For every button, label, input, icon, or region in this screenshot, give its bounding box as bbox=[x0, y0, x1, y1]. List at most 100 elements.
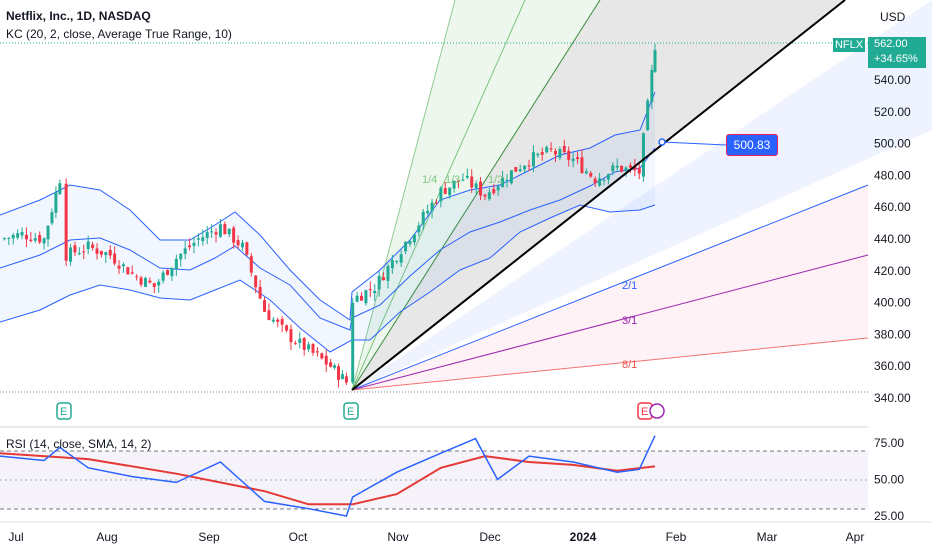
candle-body bbox=[311, 344, 315, 353]
last-price-value: 562.00 bbox=[874, 38, 908, 50]
candle-body bbox=[161, 272, 165, 281]
candle-body bbox=[641, 133, 645, 177]
gann-fan-upper-fill bbox=[352, 0, 932, 390]
candle-body bbox=[280, 319, 284, 325]
price-tick-label: 520.00 bbox=[874, 105, 911, 119]
earnings-marker-oct[interactable] bbox=[343, 402, 359, 420]
candle-body bbox=[91, 244, 95, 248]
candle-body bbox=[514, 167, 518, 172]
candle-body bbox=[470, 176, 474, 188]
time-tick-label: Oct bbox=[289, 530, 308, 544]
candle-body bbox=[7, 237, 11, 239]
candle-body bbox=[589, 172, 593, 177]
candle-body bbox=[465, 175, 469, 178]
candle-body bbox=[377, 275, 381, 290]
candle-body bbox=[307, 344, 311, 350]
candle-body bbox=[479, 181, 483, 196]
price-axis[interactable]: 340.00 360.00 380.00 400.00 420.00 440.00 460.… bbox=[874, 73, 911, 405]
price-tick-label: 480.00 bbox=[874, 168, 911, 182]
candle-body bbox=[509, 170, 513, 184]
candle-body bbox=[240, 242, 244, 248]
keltner-basis bbox=[0, 147, 656, 331]
rsi-line bbox=[0, 435, 656, 517]
trendline[interactable] bbox=[351, 0, 846, 391]
candle-body bbox=[293, 343, 297, 345]
currency-label[interactable]: USD bbox=[880, 10, 906, 24]
candle-body bbox=[633, 165, 637, 171]
candle-body bbox=[104, 252, 108, 256]
candle-body bbox=[249, 256, 253, 273]
candle-body bbox=[201, 237, 205, 242]
candle-body bbox=[333, 365, 337, 368]
candle-body bbox=[421, 211, 425, 225]
gann-line-8-1 bbox=[351, 337, 869, 391]
rsi-indicator-label[interactable]: RSI (14, close, SMA, 14, 2) bbox=[6, 437, 152, 451]
candle-body bbox=[64, 183, 68, 261]
candle-body bbox=[99, 250, 103, 255]
gann-line-1-3 bbox=[351, 0, 526, 391]
earnings-marker-jul[interactable] bbox=[56, 402, 72, 420]
candle-body bbox=[351, 302, 355, 383]
candle-body bbox=[360, 295, 364, 301]
time-tick-label: Aug bbox=[96, 530, 117, 544]
candle-body bbox=[166, 270, 170, 275]
candle-body bbox=[606, 174, 610, 180]
gann-label-8-1: 8/1 bbox=[622, 359, 637, 371]
candle-body bbox=[337, 366, 341, 380]
candle-body bbox=[86, 241, 90, 250]
candle-body bbox=[340, 374, 344, 380]
candle-body bbox=[496, 186, 500, 191]
price-tick-label: 440.00 bbox=[874, 232, 911, 246]
dividend-marker-icon[interactable] bbox=[649, 403, 665, 419]
candle-body bbox=[637, 167, 641, 174]
time-tick-label: Apr bbox=[846, 530, 865, 544]
cursor-connector bbox=[661, 141, 727, 146]
earnings-markers[interactable]: E E E bbox=[56, 402, 665, 420]
candle-body bbox=[205, 231, 209, 238]
time-axis[interactable]: Jul Aug Sep Oct Nov Dec 2024 Feb Mar Apr bbox=[8, 530, 864, 544]
gann-fan-lines bbox=[351, 0, 869, 391]
candle-body bbox=[267, 310, 271, 321]
candle-body bbox=[571, 158, 575, 162]
candle-body bbox=[399, 254, 403, 263]
candle-body bbox=[615, 165, 619, 168]
candle-body bbox=[545, 147, 549, 153]
gann-line-2-1 bbox=[351, 184, 869, 391]
time-tick-label: Nov bbox=[387, 530, 408, 544]
candle-body bbox=[584, 171, 588, 174]
candle-body bbox=[646, 100, 650, 131]
candle-body bbox=[598, 178, 602, 186]
candle-body bbox=[452, 180, 456, 189]
candle-body bbox=[276, 319, 280, 322]
price-tick-label: 460.00 bbox=[874, 200, 911, 214]
candle-body bbox=[523, 165, 527, 170]
trendline-handle[interactable] bbox=[658, 138, 666, 146]
price-tick-label: 360.00 bbox=[874, 359, 911, 373]
candle-body bbox=[650, 70, 654, 102]
gann-label-2-1: 2/1 bbox=[622, 280, 637, 292]
candle-body bbox=[157, 281, 161, 286]
candle-body bbox=[46, 225, 50, 240]
candle-body bbox=[232, 227, 236, 243]
rsi-axis[interactable]: 25.00 50.00 75.00 bbox=[874, 436, 904, 523]
keltner-indicator-label[interactable]: KC (20, 2, close, Average True Range, 10… bbox=[6, 27, 232, 41]
candle-body bbox=[58, 183, 62, 195]
symbol-badge: NFLX bbox=[833, 38, 865, 52]
candle-body bbox=[324, 355, 328, 365]
rsi-ma-line bbox=[0, 452, 656, 506]
candle-body bbox=[408, 241, 412, 245]
time-tick-label: Mar bbox=[757, 530, 778, 544]
candle-body bbox=[126, 267, 130, 275]
rsi-tick-label: 75.00 bbox=[874, 436, 904, 450]
candle-body bbox=[24, 234, 28, 240]
candle-body bbox=[188, 245, 192, 248]
candle-body bbox=[549, 148, 553, 150]
price-change-value: +34.65% bbox=[874, 53, 918, 65]
candle-body bbox=[540, 152, 544, 155]
candle-body bbox=[355, 295, 359, 302]
candle-body bbox=[117, 265, 121, 269]
candle-body bbox=[73, 245, 77, 253]
price-tick-label: 420.00 bbox=[874, 264, 911, 278]
gann-line-1-4 bbox=[351, 0, 456, 391]
